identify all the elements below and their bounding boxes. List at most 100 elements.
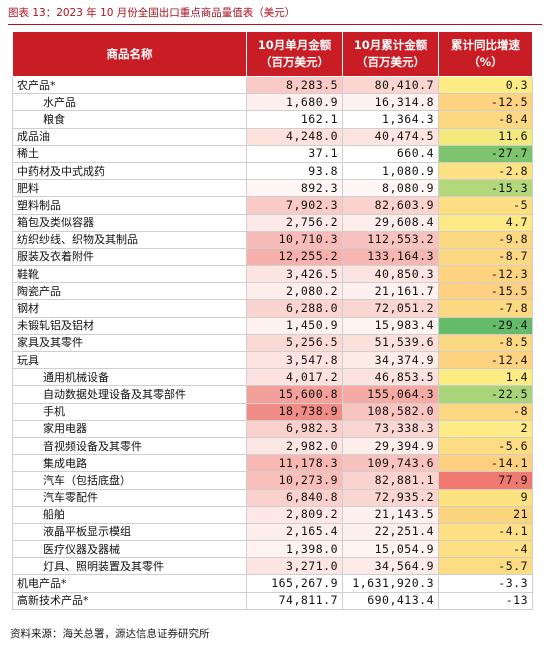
cumulative-amount-cell: 21,161.7 — [342, 282, 439, 301]
commodity-name-cell: 中药材及中式成药 — [12, 161, 247, 181]
cumulative-amount-cell: 29,608.4 — [342, 213, 439, 232]
cumulative-amount-cell: 133,164.3 — [342, 247, 439, 267]
table-row: 汽车零配件 6,840.8 72,935.2 9 — [12, 488, 533, 507]
table-row: 液晶平板显示模组 2,165.4 22,251.4 -4.1 — [12, 522, 533, 542]
month-amount-cell: 3,426.5 — [246, 265, 343, 284]
commodity-name-cell: 服装及衣着附件 — [12, 247, 247, 267]
yoy-growth-cell: -12.4 — [438, 350, 533, 370]
commodity-name-cell: 稀土 — [12, 144, 247, 163]
table-row: 农产品* 8,283.5 80,410.7 0.3 — [12, 75, 533, 95]
table-row: 成品油 4,248.0 40,474.5 11.6 — [12, 127, 533, 146]
table-row: 汽车（包括底盘） 10,273.9 82,881.1 77.9 — [12, 471, 533, 490]
commodity-name-cell: 塑料制品 — [12, 196, 247, 215]
month-amount-cell: 2,809.2 — [246, 505, 343, 524]
commodity-name-cell: 手机 — [12, 402, 247, 421]
table-row: 灯具、照明装置及其零件 3,271.0 34,564.9 -5.7 — [12, 557, 533, 576]
header-commodity-name: 商品名称 — [12, 31, 247, 77]
commodity-name-cell: 箱包及类似容器 — [12, 213, 247, 232]
commodity-name-cell: 液晶平板显示模组 — [12, 522, 247, 542]
commodity-name-cell: 水产品 — [12, 93, 247, 112]
month-amount-cell: 165,267.9 — [246, 574, 343, 593]
cumulative-amount-cell: 82,881.1 — [342, 471, 439, 490]
cumulative-amount-cell: 690,413.4 — [342, 591, 439, 610]
yoy-growth-cell: -27.7 — [438, 144, 533, 163]
yoy-growth-cell: 4.7 — [438, 213, 533, 232]
commodity-name-cell: 医疗仪器及器械 — [12, 540, 247, 559]
month-amount-cell: 8,283.5 — [246, 75, 343, 95]
yoy-growth-cell: -8.5 — [438, 333, 533, 353]
month-amount-cell: 10,273.9 — [246, 471, 343, 490]
table-row: 玩具 3,547.8 34,374.9 -12.4 — [12, 350, 533, 370]
month-amount-cell: 5,256.5 — [246, 333, 343, 353]
month-amount-cell: 892.3 — [246, 179, 343, 198]
table-row: 手机 18,738.9 108,582.0 -8 — [12, 402, 533, 421]
yoy-growth-cell: 2 — [438, 419, 533, 438]
cumulative-amount-cell: 29,394.9 — [342, 436, 439, 456]
commodity-name-cell: 自动数据处理设备及其零部件 — [12, 385, 247, 404]
cumulative-amount-cell: 80,410.7 — [342, 75, 439, 95]
table-row: 水产品 1,680.9 16,314.8 -12.5 — [12, 93, 533, 112]
table-row: 钢材 6,288.0 72,051.2 -7.8 — [12, 299, 533, 318]
month-amount-cell: 4,017.2 — [246, 368, 343, 387]
cumulative-amount-cell: 660.4 — [342, 144, 439, 163]
table-row: 粮食 162.1 1,364.3 -8.4 — [12, 110, 533, 129]
table-row: 家用电器 6,982.3 73,338.3 2 — [12, 419, 533, 438]
commodity-name-cell: 船舶 — [12, 505, 247, 524]
cumulative-amount-cell: 1,364.3 — [342, 110, 439, 129]
month-amount-cell: 6,982.3 — [246, 419, 343, 438]
cumulative-amount-cell: 51,539.6 — [342, 333, 439, 353]
commodity-name-cell: 集成电路 — [12, 454, 247, 473]
month-amount-cell: 2,080.2 — [246, 282, 343, 301]
month-amount-cell: 93.8 — [246, 161, 343, 181]
month-amount-cell: 162.1 — [246, 110, 343, 129]
yoy-growth-cell: -12.3 — [438, 265, 533, 284]
month-amount-cell: 3,547.8 — [246, 350, 343, 370]
yoy-growth-cell: -5.6 — [438, 436, 533, 456]
table-row: 纺织纱线、织物及其制品 10,710.3 112,553.2 -9.8 — [12, 230, 533, 249]
commodity-name-cell: 肥料 — [12, 179, 247, 198]
month-amount-cell: 37.1 — [246, 144, 343, 163]
yoy-growth-cell: 0.3 — [438, 75, 533, 95]
month-amount-cell: 7,902.3 — [246, 196, 343, 215]
table-row: 高新技术产品* 74,811.7 690,413.4 -13 — [12, 591, 533, 610]
month-amount-cell: 2,756.2 — [246, 213, 343, 232]
source-note: 资料来源：海关总署，源达信息证券研究所 — [10, 628, 210, 640]
cumulative-amount-cell: 34,374.9 — [342, 350, 439, 370]
commodity-name-cell: 纺织纱线、织物及其制品 — [12, 230, 247, 249]
yoy-growth-cell: -8.7 — [438, 247, 533, 267]
month-amount-cell: 2,982.0 — [246, 436, 343, 456]
yoy-growth-cell: -5 — [438, 196, 533, 215]
commodity-name-cell: 玩具 — [12, 350, 247, 370]
commodity-name-cell: 鞋靴 — [12, 265, 247, 284]
cumulative-amount-cell: 109,743.6 — [342, 454, 439, 473]
table-header-row: 商品名称 10月单月金额（百万美元） 10月累计金额（百万美元） 累计同比增速（… — [12, 31, 533, 77]
yoy-growth-cell: -15.5 — [438, 282, 533, 301]
month-amount-cell: 6,288.0 — [246, 299, 343, 318]
table-row: 家具及其零件 5,256.5 51,539.6 -8.5 — [12, 333, 533, 353]
table-row: 未锻轧铝及铝材 1,450.9 15,983.4 -29.4 — [12, 316, 533, 335]
month-amount-cell: 1,450.9 — [246, 316, 343, 335]
cumulative-amount-cell: 22,251.4 — [342, 522, 439, 542]
month-amount-cell: 15,600.8 — [246, 385, 343, 404]
commodity-name-cell: 未锻轧铝及铝材 — [12, 316, 247, 335]
commodity-name-cell: 农产品* — [12, 75, 247, 95]
cumulative-amount-cell: 15,054.9 — [342, 540, 439, 559]
month-amount-cell: 74,811.7 — [246, 591, 343, 610]
cumulative-amount-cell: 46,853.5 — [342, 368, 439, 387]
yoy-growth-cell: 9 — [438, 488, 533, 507]
table-row: 船舶 2,809.2 21,143.5 21 — [12, 505, 533, 524]
month-amount-cell: 10,710.3 — [246, 230, 343, 249]
yoy-growth-cell: -22.5 — [438, 385, 533, 404]
commodity-name-cell: 通用机械设备 — [12, 368, 247, 387]
yoy-growth-cell: -8 — [438, 402, 533, 421]
yoy-growth-cell: -9.8 — [438, 230, 533, 249]
yoy-growth-cell: -29.4 — [438, 316, 533, 335]
yoy-growth-cell: 21 — [438, 505, 533, 524]
yoy-growth-cell: 11.6 — [438, 127, 533, 146]
month-amount-cell: 11,178.3 — [246, 454, 343, 473]
yoy-growth-cell: -13 — [438, 591, 533, 610]
cumulative-amount-cell: 16,314.8 — [342, 93, 439, 112]
cumulative-amount-cell: 82,603.9 — [342, 196, 439, 215]
month-amount-cell: 12,255.2 — [246, 247, 343, 267]
yoy-growth-cell: -12.5 — [438, 93, 533, 112]
